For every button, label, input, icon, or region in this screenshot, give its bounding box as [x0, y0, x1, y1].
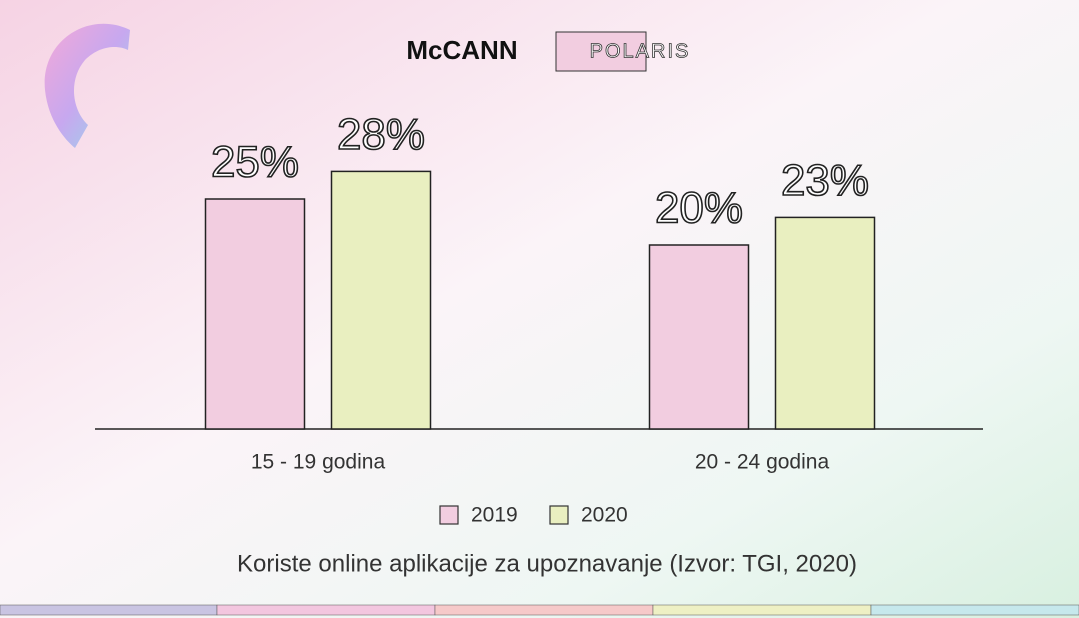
legend-swatch: [439, 505, 459, 525]
value-label: 20%: [655, 184, 743, 233]
value-label: 28%: [337, 110, 425, 159]
x-tick-label: 20 - 24 godina: [695, 451, 830, 474]
partner-brand: POLARIS: [590, 40, 691, 62]
legend-label: 2019: [471, 504, 518, 527]
bar: [648, 244, 750, 430]
bar: [774, 216, 876, 430]
brand: McCANN: [406, 35, 517, 65]
value-label: 25%: [211, 138, 299, 187]
x-tick-label: 15 - 19 godina: [251, 451, 386, 474]
chart-title: Koriste online aplikacije za upoznavanje…: [237, 550, 857, 577]
legend-label: 2020: [581, 504, 628, 527]
legend-swatch: [549, 505, 569, 525]
partner-box: [555, 31, 647, 72]
bar: [204, 198, 306, 430]
bar: [330, 170, 432, 430]
logo-ring: [44, 23, 130, 148]
footer-strip: [0, 604, 1079, 616]
value-label: 23%: [781, 156, 869, 205]
